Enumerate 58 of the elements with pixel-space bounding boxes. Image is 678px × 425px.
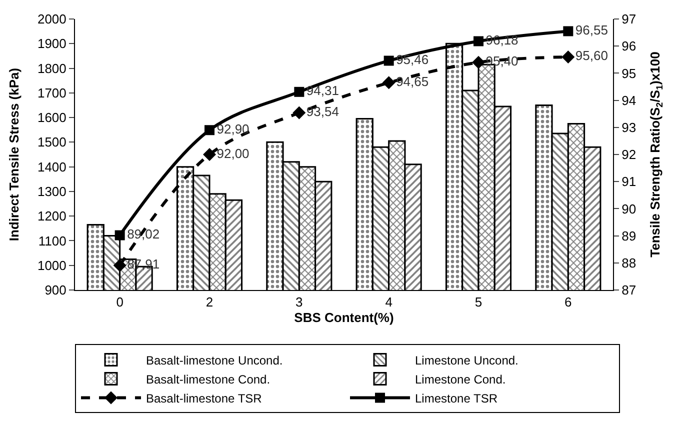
- y-tick-label: 1200: [37, 208, 66, 224]
- x-axis-title: SBS Content(%): [294, 310, 394, 326]
- x-tick-label: 3: [296, 294, 303, 310]
- data-label: 95,60: [575, 48, 608, 64]
- data-label: 95,46: [396, 52, 429, 67]
- point: [563, 26, 574, 36]
- point: [292, 106, 306, 120]
- point: [114, 230, 125, 240]
- y-tick-label: 1000: [37, 258, 66, 273]
- y-tick-label: 1700: [37, 85, 66, 100]
- legend-label: Limestone TSR: [415, 391, 498, 406]
- point: [204, 125, 214, 136]
- y-tick-label: 1900: [37, 36, 66, 52]
- point: [474, 36, 484, 46]
- y-tick-label: 1600: [37, 110, 66, 126]
- y2-tick-label: 95: [622, 66, 636, 81]
- y2-tick-label: 87: [622, 282, 636, 298]
- x-tick-label: 6: [564, 294, 572, 310]
- data-label: 92,90: [216, 121, 250, 136]
- y2-tick-label: 90: [622, 201, 636, 216]
- y2-tick-label: 91: [622, 174, 636, 190]
- point: [382, 76, 396, 90]
- y2-tick-label: 89: [622, 228, 636, 244]
- legend-label: Basalt-limestone TSR: [146, 391, 262, 406]
- x-tick-label: 5: [474, 294, 482, 310]
- y-tick-label: 2000: [37, 12, 66, 27]
- data-label: 94,65: [396, 74, 429, 89]
- series-label: Basalt-limestone Cond.: [146, 372, 270, 386]
- x-tick-label: 4: [385, 294, 392, 310]
- y-tick-label: 1400: [37, 159, 66, 174]
- point: [384, 56, 394, 66]
- data-label: 93,54: [306, 104, 339, 120]
- point: [472, 56, 485, 69]
- y2-tick-label: 96: [622, 38, 636, 54]
- y2-tick-label: 93: [622, 120, 636, 135]
- point: [562, 50, 575, 64]
- series-label: Limestone Cond.: [415, 372, 506, 386]
- y-tick-label: 1500: [37, 134, 66, 150]
- y-tick-label: 1300: [37, 184, 66, 199]
- y2-tick-label: 88: [622, 255, 636, 270]
- data-label: 92,00: [216, 146, 250, 161]
- series-label: Limestone Uncond.: [415, 353, 518, 368]
- series-label: Basalt-limestone Uncond.: [146, 353, 283, 368]
- point: [294, 86, 304, 97]
- y2-tick-label: 92: [622, 147, 636, 162]
- data-label: 94,31: [306, 83, 339, 98]
- y2-tick-label: 94: [622, 92, 636, 108]
- y-tick-label: 900: [44, 282, 66, 298]
- y-axis-title: Indirect Tensile Stress (kPa): [6, 68, 22, 242]
- point: [113, 258, 126, 272]
- y-tick-label: 1100: [38, 233, 66, 248]
- y-tick-label: 1800: [37, 60, 66, 76]
- x-tick-label: 2: [206, 294, 214, 310]
- data-label: 89,02: [127, 226, 160, 242]
- y2-tick-label: 97: [622, 12, 636, 27]
- point: [203, 148, 216, 161]
- data-label: 96,55: [575, 22, 608, 38]
- x-tick-label: 0: [116, 294, 124, 310]
